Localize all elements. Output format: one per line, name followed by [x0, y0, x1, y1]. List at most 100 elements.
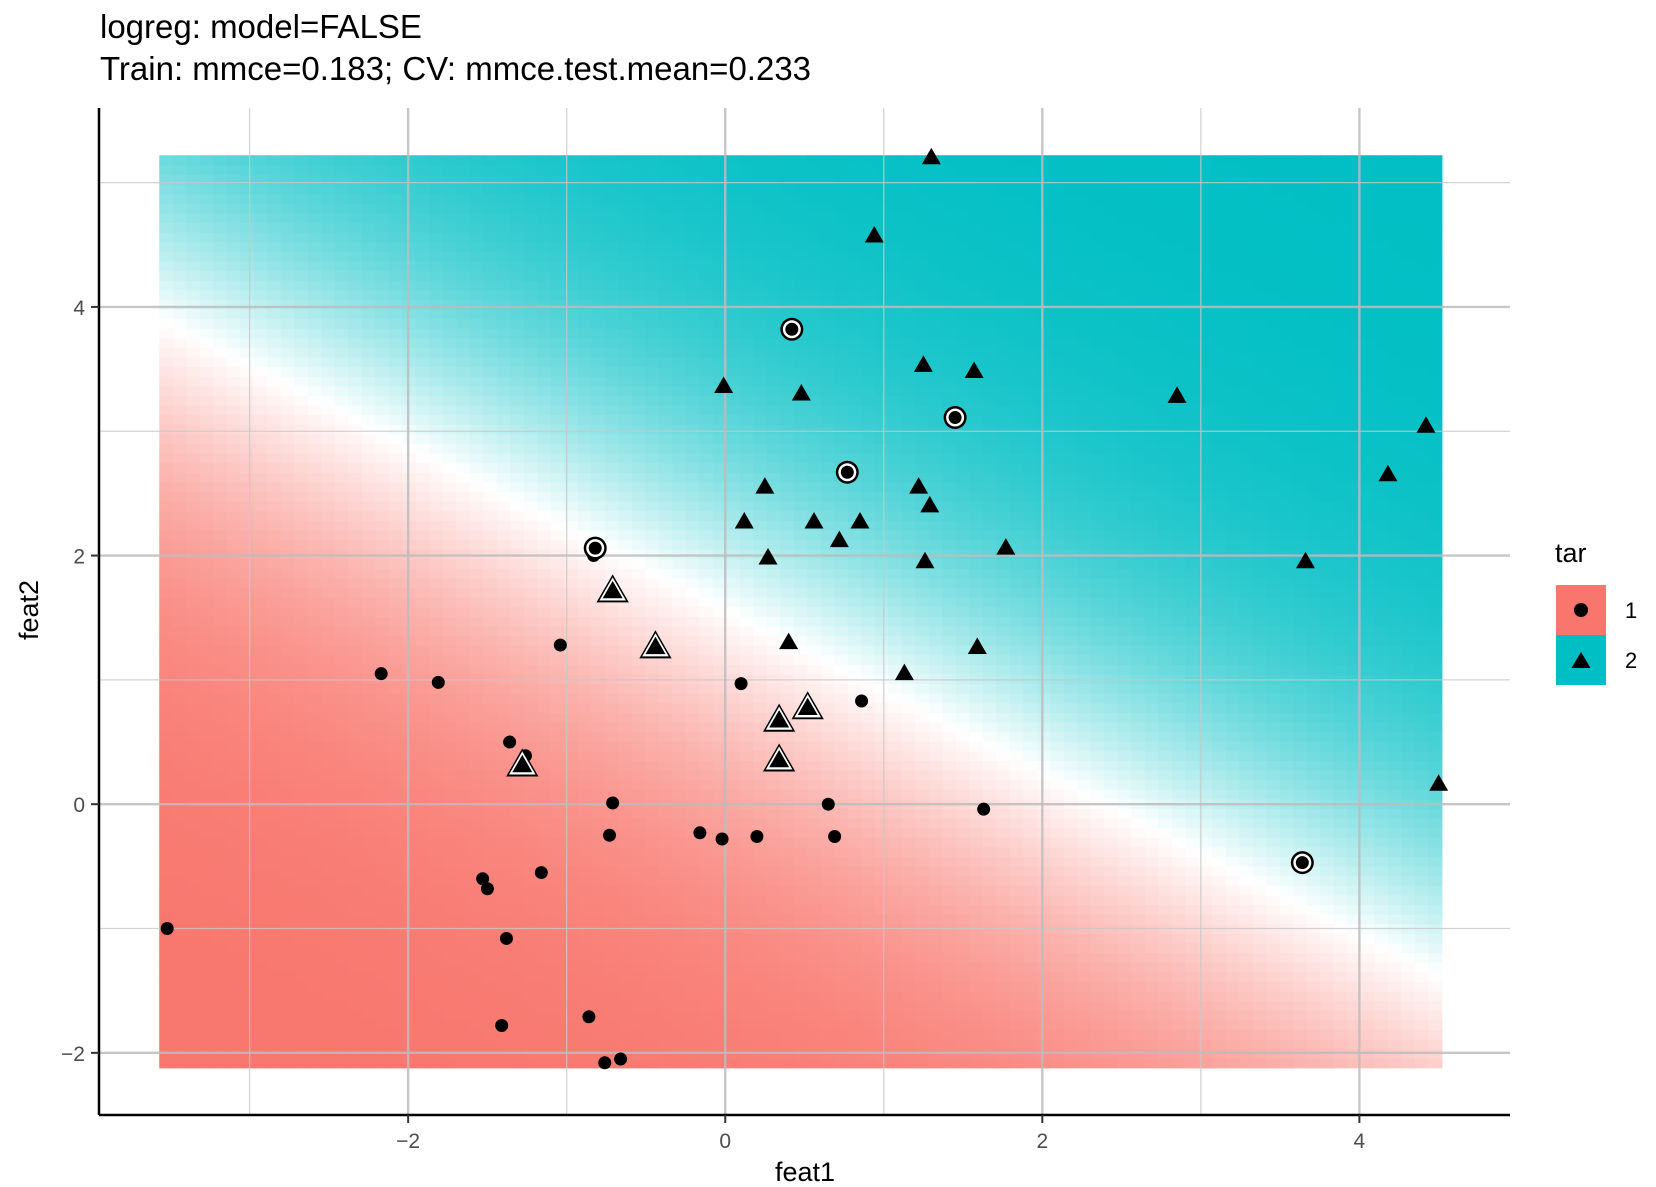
surface-cell — [523, 472, 538, 483]
surface-cell — [388, 597, 403, 608]
surface-cell — [658, 866, 673, 877]
surface-cell — [820, 885, 835, 896]
surface-cell — [253, 318, 268, 329]
surface-cell — [834, 731, 849, 742]
surface-cell — [307, 577, 322, 589]
surface-cell — [712, 625, 727, 637]
surface-cell — [280, 1038, 295, 1050]
surface-cell — [577, 654, 592, 665]
surface-cell — [523, 433, 538, 445]
surface-cell — [847, 510, 862, 521]
surface-cell — [820, 155, 835, 166]
surface-cell — [510, 232, 525, 243]
surface-cell — [496, 501, 511, 512]
surface-cell — [456, 1019, 471, 1030]
surface-cell — [591, 472, 606, 483]
surface-cell — [429, 750, 444, 761]
surface-cell — [375, 587, 390, 598]
surface-cell — [699, 568, 714, 579]
surface-cell — [847, 328, 862, 339]
surface-cell — [294, 251, 309, 262]
surface-cell — [199, 856, 214, 867]
surface-cell — [658, 837, 673, 848]
surface-cell — [645, 356, 660, 368]
surface-cell — [321, 625, 336, 637]
surface-cell — [685, 232, 700, 243]
surface-cell — [483, 347, 498, 358]
surface-cell — [604, 645, 619, 656]
surface-cell — [294, 212, 309, 224]
surface-cell — [753, 318, 768, 329]
surface-cell — [321, 952, 336, 963]
surface-cell — [861, 558, 876, 569]
surface-cell — [577, 337, 592, 348]
surface-cell — [658, 818, 673, 829]
surface-cell — [253, 462, 268, 473]
surface-cell — [847, 971, 862, 982]
surface-cell — [510, 856, 525, 867]
surface-cell — [604, 760, 619, 771]
surface-cell — [564, 818, 579, 829]
surface-cell — [766, 395, 781, 406]
surface-cell — [550, 462, 565, 473]
surface-cell — [564, 808, 579, 819]
surface-cell — [186, 501, 201, 512]
surface-cell — [483, 520, 498, 531]
surface-cell — [604, 750, 619, 761]
surface-cell — [172, 337, 187, 348]
surface-cell — [523, 635, 538, 646]
surface-cell — [294, 491, 309, 502]
surface-cell — [780, 529, 795, 541]
surface-cell — [469, 501, 484, 512]
surface-cell — [280, 779, 295, 790]
surface-cell — [510, 1038, 525, 1050]
surface-cell — [564, 558, 579, 569]
surface-cell — [726, 731, 741, 742]
surface-cell — [523, 404, 538, 416]
surface-cell — [847, 1000, 862, 1011]
surface-cell — [712, 539, 727, 550]
surface-cell — [658, 318, 673, 329]
surface-cell — [213, 731, 228, 742]
surface-cell — [321, 712, 336, 723]
surface-cell — [807, 453, 822, 464]
surface-cell — [618, 155, 633, 166]
surface-cell — [240, 712, 255, 723]
surface-cell — [685, 635, 700, 646]
surface-cell — [739, 510, 754, 521]
surface-cell — [267, 577, 282, 589]
surface-cell — [213, 404, 228, 416]
surface-cell — [226, 731, 241, 742]
surface-cell — [240, 414, 255, 425]
surface-cell — [280, 914, 295, 925]
surface-cell — [307, 645, 322, 656]
surface-cell — [861, 779, 876, 790]
surface-cell — [577, 942, 592, 954]
surface-cell — [267, 251, 282, 262]
surface-cell — [780, 155, 795, 166]
surface-cell — [766, 645, 781, 656]
surface-cell — [699, 462, 714, 473]
surface-cell — [199, 616, 214, 627]
surface-cell — [834, 395, 849, 406]
surface-cell — [726, 356, 741, 368]
surface-cell — [820, 712, 835, 723]
surface-cell — [294, 472, 309, 483]
surface-cell — [226, 356, 241, 368]
surface-cell — [631, 731, 646, 742]
surface-cell — [766, 232, 781, 243]
surface-cell — [159, 1038, 174, 1050]
surface-cell — [159, 443, 174, 454]
surface-cell — [159, 875, 174, 886]
surface-cell — [442, 318, 457, 329]
surface-cell — [361, 606, 376, 617]
surface-cell — [739, 904, 754, 915]
surface-cell — [253, 453, 268, 464]
surface-cell — [726, 385, 741, 396]
surface-cell — [321, 645, 336, 656]
surface-cell — [496, 597, 511, 608]
surface-cell — [793, 808, 808, 819]
surface-cell — [442, 683, 457, 694]
surface-cell — [577, 616, 592, 627]
surface-cell — [226, 606, 241, 617]
